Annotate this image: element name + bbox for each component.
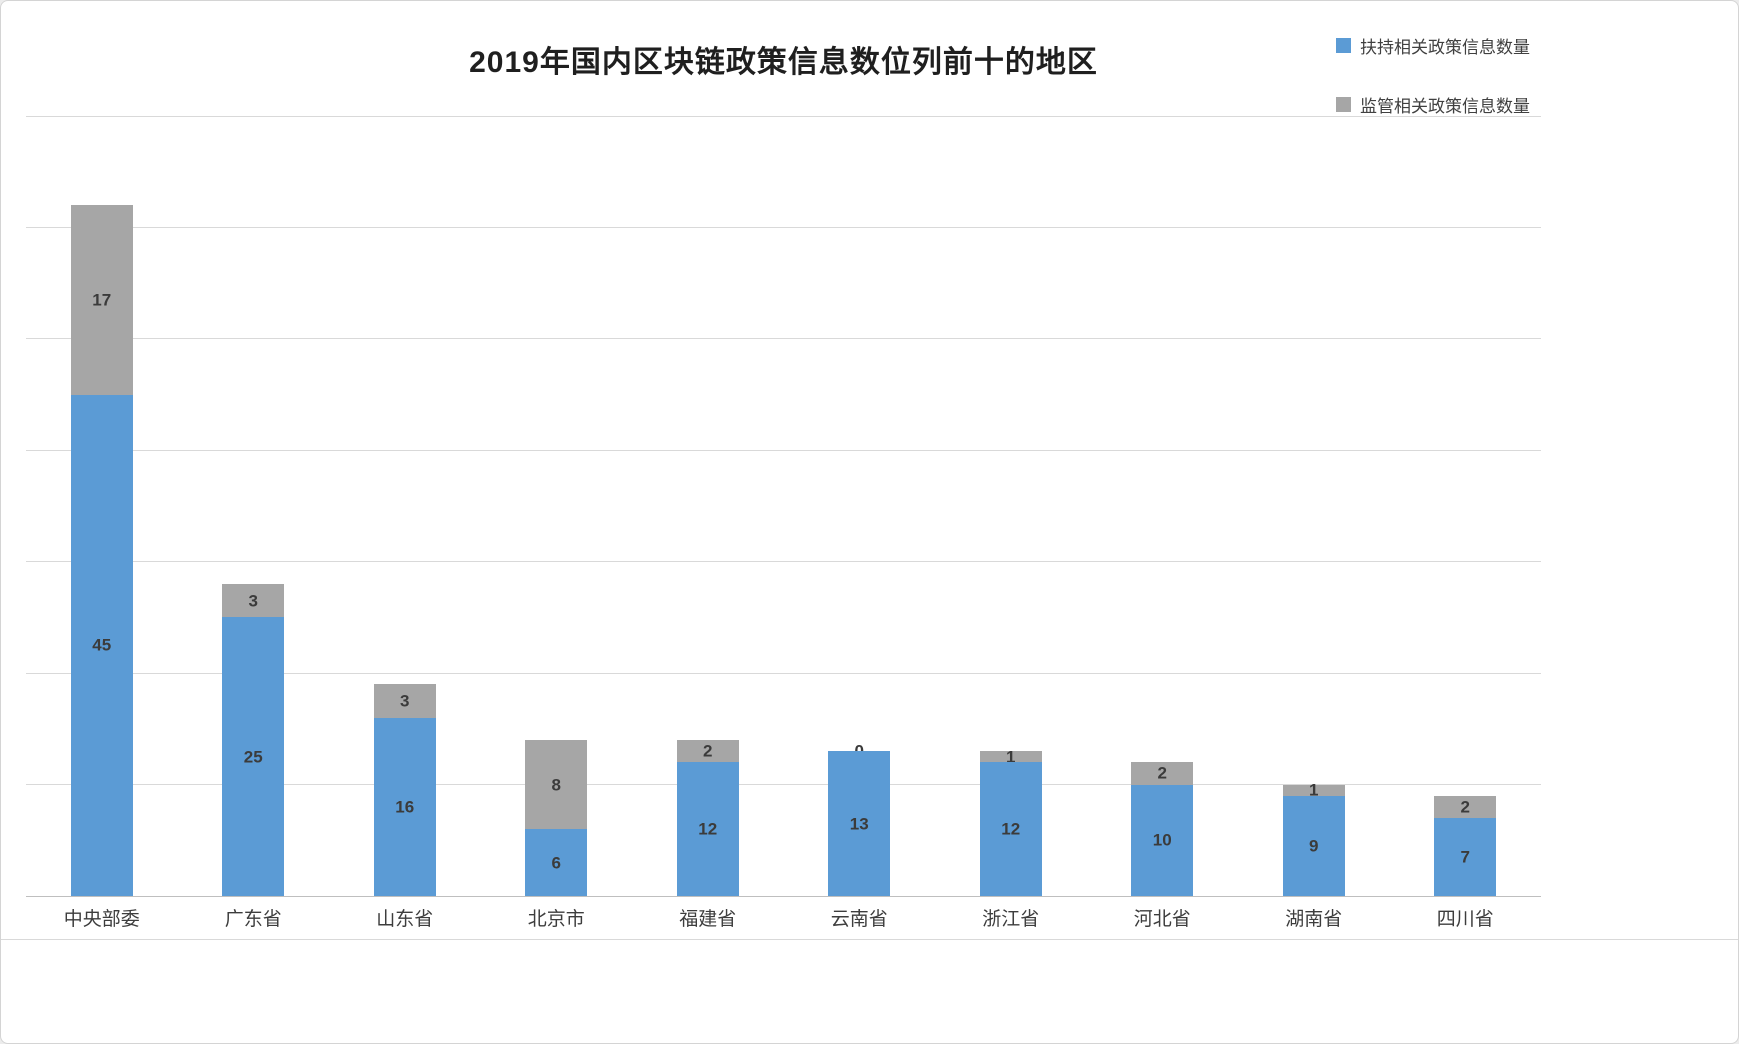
value-label: 2 xyxy=(703,741,713,761)
bar-cell: 3 25 xyxy=(178,116,330,896)
category-label: 云南省 xyxy=(830,909,888,930)
category-label: 山东省 xyxy=(376,909,434,930)
bar-stack: 2 12 xyxy=(676,740,739,896)
chart-bottom-border xyxy=(1,939,1738,940)
category-label: 浙江省 xyxy=(982,909,1040,930)
bar-stack: 3 25 xyxy=(222,584,285,896)
bar-segment-support: 25 xyxy=(222,617,285,896)
bar-cell: 1 12 xyxy=(935,116,1087,896)
category-label: 福建省 xyxy=(679,909,737,930)
bar-cell: 3 16 xyxy=(329,116,481,896)
value-label: 7 xyxy=(1460,847,1470,867)
legend-label-regulation: 监管相关政策信息数量 xyxy=(1360,97,1530,116)
gridline xyxy=(26,338,1541,340)
value-label: 13 xyxy=(849,814,869,834)
bar-cell: 17 45 xyxy=(26,116,178,896)
bar-segment-support: 13 xyxy=(828,751,891,896)
bar-segment-regulation: 2 xyxy=(1434,795,1497,818)
plot-area: 1745325316862120131122101927 xyxy=(26,115,1541,897)
bar-segment-support: 6 xyxy=(525,829,588,896)
category-label: 广东省 xyxy=(224,909,282,930)
category-label: 四川省 xyxy=(1436,909,1494,930)
category-label: 中央部委 xyxy=(63,909,140,930)
category-label: 北京市 xyxy=(527,909,585,930)
value-label: 8 xyxy=(551,775,561,795)
gridline xyxy=(26,672,1541,674)
bar-segment-support: 7 xyxy=(1434,818,1497,896)
value-label: 25 xyxy=(243,747,263,767)
value-label: 10 xyxy=(1152,830,1172,850)
bar-stack: 17 45 xyxy=(70,205,133,896)
bar-stack: 2 10 xyxy=(1131,762,1194,896)
gridline xyxy=(26,115,1541,117)
legend: 扶持相关政策信息数量 监管相关政策信息数量 xyxy=(1336,33,1530,117)
category-label: 河北省 xyxy=(1133,909,1191,930)
legend-item-regulation: 监管相关政策信息数量 xyxy=(1336,92,1530,117)
bar-segment-regulation: 8 xyxy=(525,740,588,830)
chart-title: 2019年国内区块链政策信息数位列前十的地区 xyxy=(469,46,1098,79)
gridline xyxy=(26,226,1541,228)
gridline xyxy=(26,561,1541,563)
value-label: 2 xyxy=(1460,797,1470,817)
category-axis: 中央部委 广东省 山东省 北京市 福建省 云南省 浙江省 河北省 湖南省 四川省 xyxy=(26,904,1541,931)
bar-stack: 013 xyxy=(828,743,891,896)
value-label: 6 xyxy=(551,853,561,873)
value-label: 1 xyxy=(1309,780,1319,800)
gridlines xyxy=(26,115,1541,897)
bar-cell: 2 10 xyxy=(1087,116,1239,896)
value-label: 45 xyxy=(92,635,112,655)
value-label: 17 xyxy=(92,290,112,310)
value-label: 9 xyxy=(1309,836,1319,856)
value-label: 12 xyxy=(1001,819,1021,839)
bar-cell: 2 12 xyxy=(632,116,784,896)
value-label: 12 xyxy=(698,819,718,839)
value-label: 3 xyxy=(248,591,258,611)
bar-segment-regulation: 3 xyxy=(373,684,436,718)
value-label: 3 xyxy=(400,691,410,711)
bars-container: 1745325316862120131122101927 xyxy=(26,116,1541,896)
bar-segment-regulation: 17 xyxy=(70,205,133,395)
bar-segment-support: 12 xyxy=(676,762,739,896)
value-label: 16 xyxy=(395,797,415,817)
bar-stack: 1 12 xyxy=(979,747,1042,896)
bar-segment-regulation: 3 xyxy=(222,584,285,618)
gridline xyxy=(26,784,1541,786)
legend-label-support: 扶持相关政策信息数量 xyxy=(1360,38,1530,57)
bar-segment-support: 10 xyxy=(1131,784,1194,896)
gridline xyxy=(26,449,1541,451)
value-label: 2 xyxy=(1157,763,1167,783)
bar-segment-support: 9 xyxy=(1282,795,1345,896)
x-axis-line xyxy=(26,895,1541,897)
bar-segment-support: 12 xyxy=(979,762,1042,896)
legend-swatch-support xyxy=(1336,38,1351,53)
bar-segment-regulation: 1 xyxy=(979,747,1042,767)
bar-segment-support: 16 xyxy=(373,717,436,896)
bar-segment-support: 45 xyxy=(70,394,133,896)
bar-cell: 013 xyxy=(784,116,936,896)
legend-item-support: 扶持相关政策信息数量 xyxy=(1336,33,1530,58)
category-label: 湖南省 xyxy=(1285,909,1343,930)
value-label: 1 xyxy=(1006,747,1016,767)
legend-swatch-regulation xyxy=(1336,97,1351,112)
bar-stack: 3 16 xyxy=(373,684,436,896)
bar-segment-regulation: 2 xyxy=(1131,762,1194,785)
bar-segment-regulation: 2 xyxy=(676,740,739,763)
bar-segment-regulation: 1 xyxy=(1282,780,1345,800)
